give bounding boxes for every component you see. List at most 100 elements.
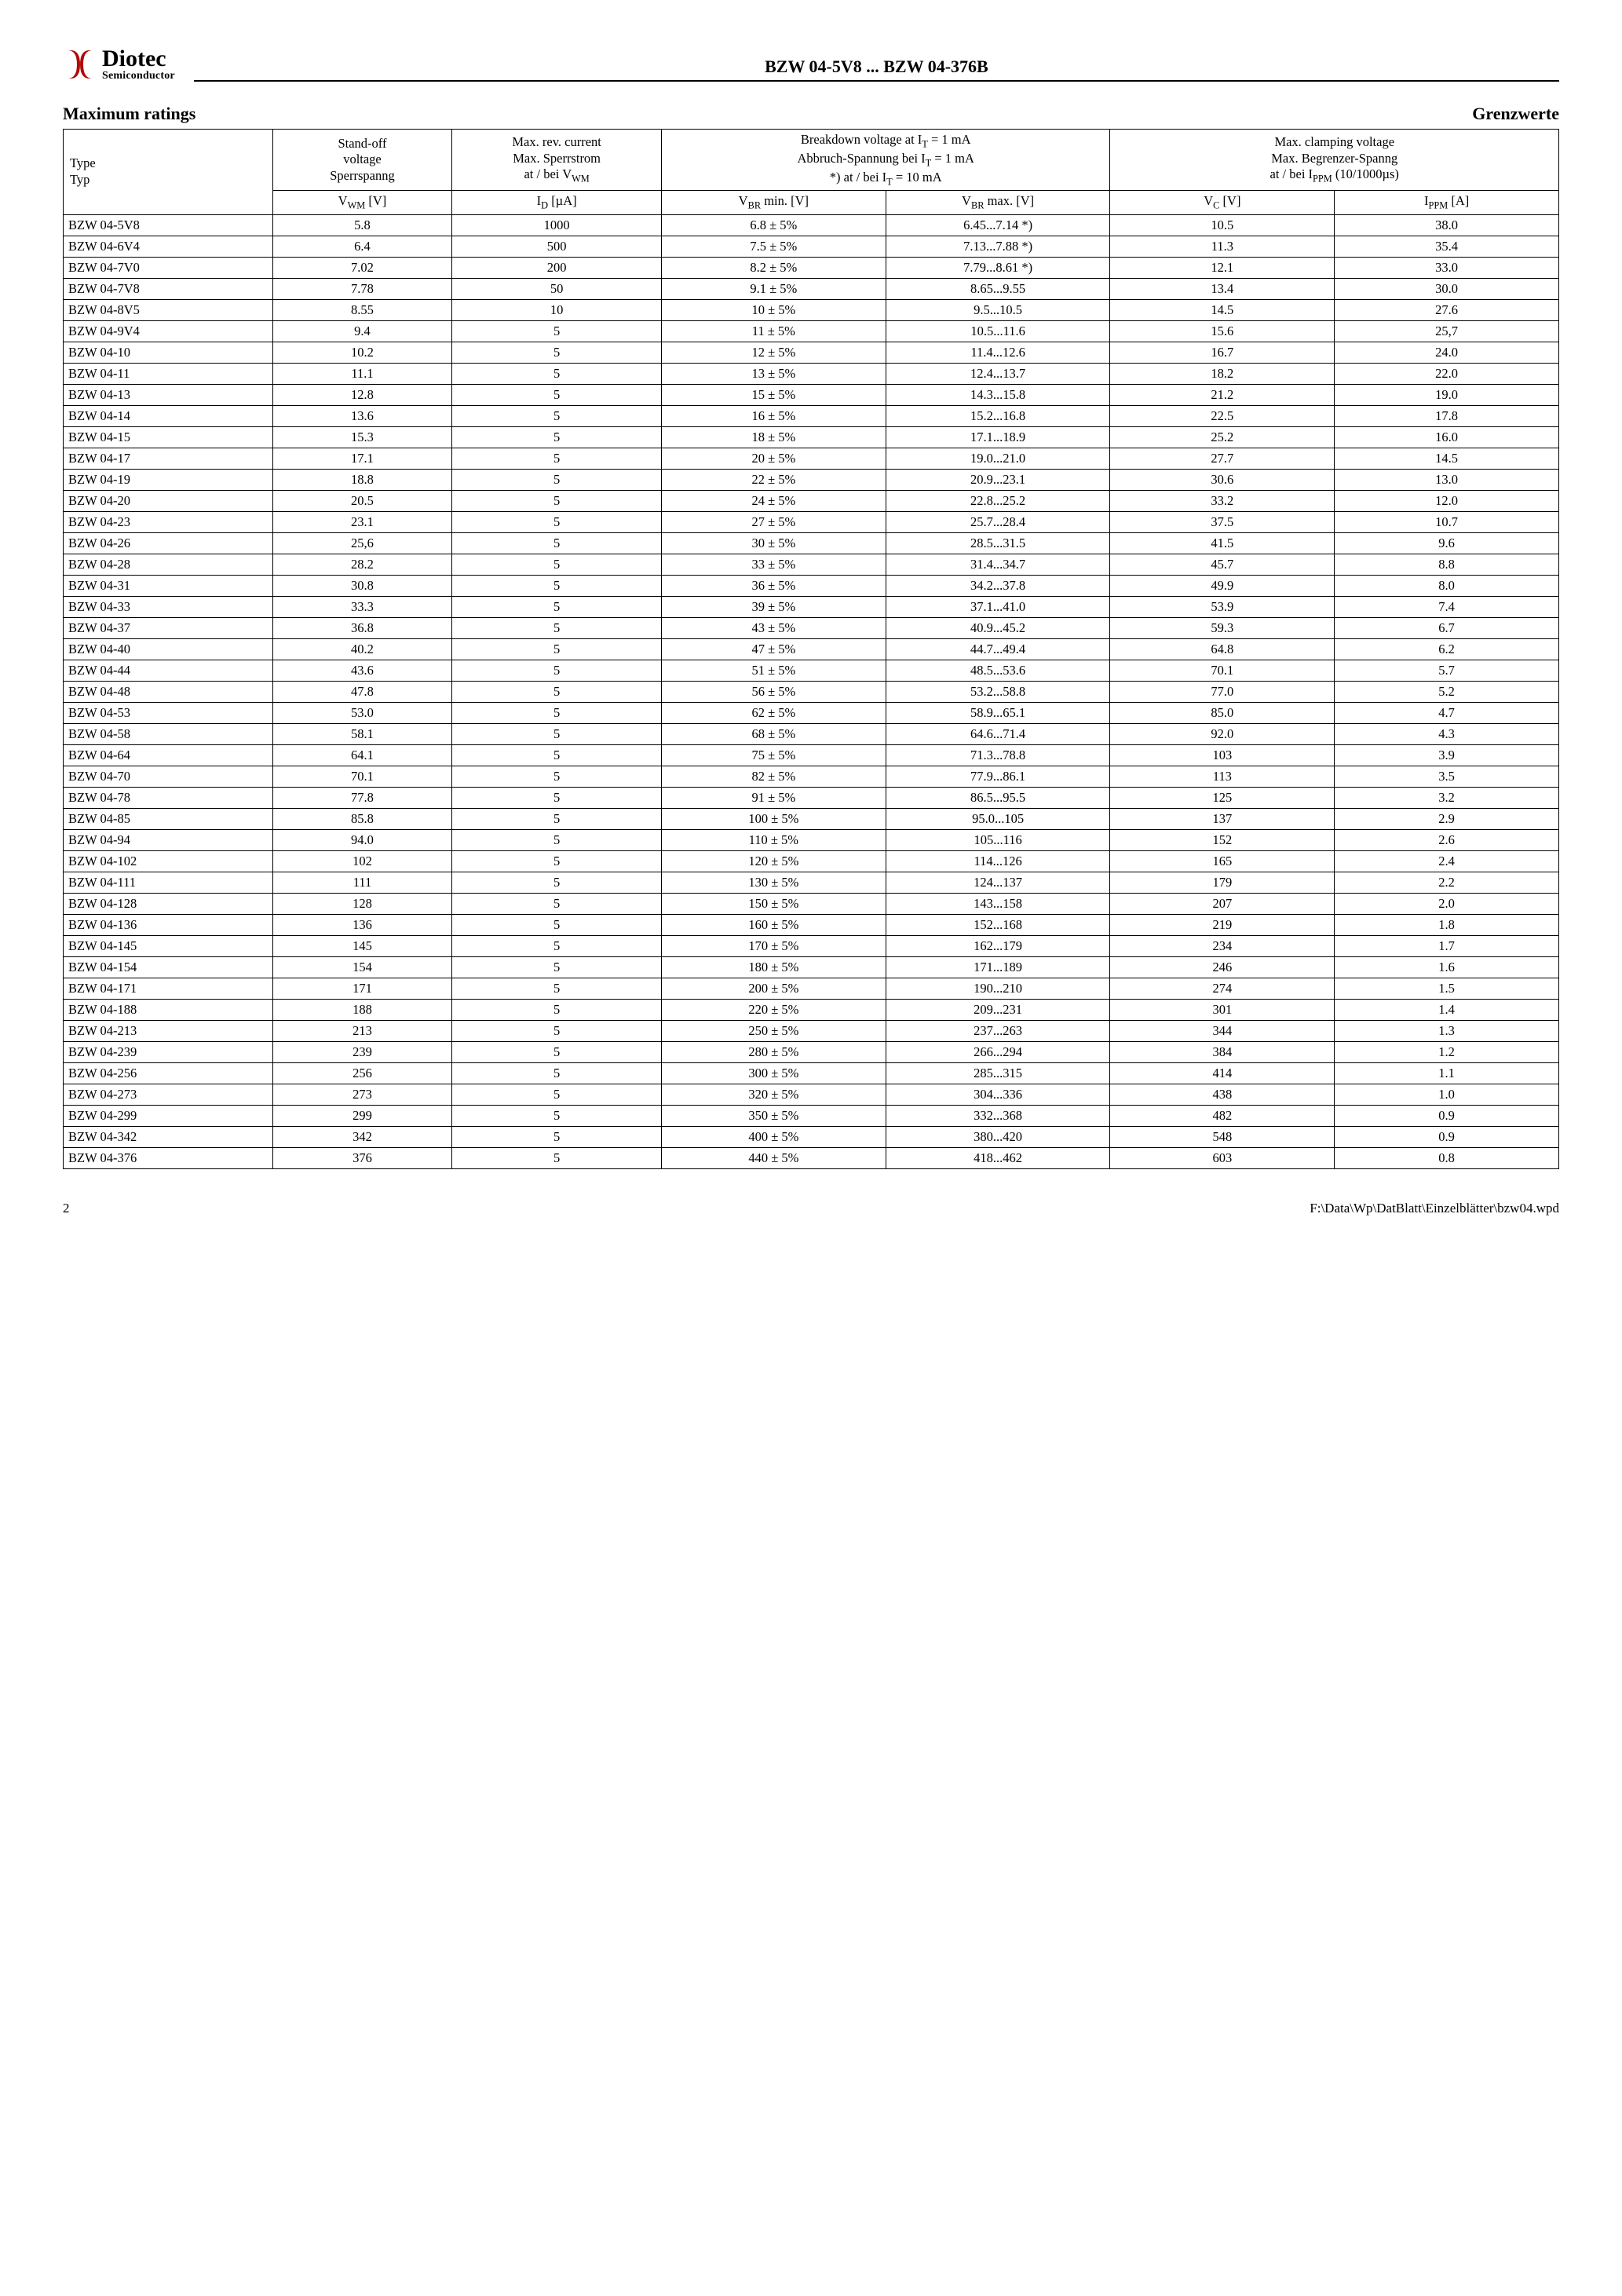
table-row: BZW 04-1010.2512 ± 5%11.4...12.616.724.0 <box>64 342 1559 363</box>
table-cell: BZW 04-154 <box>64 956 273 978</box>
table-cell: 8.8 <box>1335 554 1559 575</box>
table-cell: 43.6 <box>272 660 452 681</box>
table-cell: BZW 04-102 <box>64 850 273 872</box>
table-cell: 1.6 <box>1335 956 1559 978</box>
table-cell: BZW 04-239 <box>64 1041 273 1062</box>
table-row: BZW 04-1361365160 ± 5%152...1682191.8 <box>64 914 1559 935</box>
th-id-l1: Max. rev. current <box>512 134 601 149</box>
table-cell: 70.1 <box>1110 660 1335 681</box>
table-cell: 21.2 <box>1110 384 1335 405</box>
table-cell: BZW 04-188 <box>64 999 273 1020</box>
table-cell: 5 <box>452 999 662 1020</box>
table-cell: 438 <box>1110 1084 1335 1105</box>
table-cell: 37.5 <box>1110 511 1335 532</box>
table-cell: BZW 04-8V5 <box>64 299 273 320</box>
table-cell: 105...116 <box>886 829 1110 850</box>
table-cell: 299 <box>272 1105 452 1126</box>
table-cell: 5 <box>452 956 662 978</box>
table-cell: 20.5 <box>272 490 452 511</box>
table-cell: 36 ± 5% <box>661 575 886 596</box>
ratings-table: Type Typ Stand-off voltage Sperrspanng M… <box>63 129 1559 1169</box>
table-cell: 7.78 <box>272 278 452 299</box>
table-cell: 11 ± 5% <box>661 320 886 342</box>
table-head: Type Typ Stand-off voltage Sperrspanng M… <box>64 130 1559 215</box>
table-cell: 100 ± 5% <box>661 808 886 829</box>
table-cell: BZW 04-19 <box>64 469 273 490</box>
table-cell: 250 ± 5% <box>661 1020 886 1041</box>
table-cell: 13.6 <box>272 405 452 426</box>
table-row: BZW 04-7V07.022008.2 ± 5%7.79...8.61 *)1… <box>64 257 1559 278</box>
table-row: BZW 04-2992995350 ± 5%332...3684820.9 <box>64 1105 1559 1126</box>
table-row: BZW 04-5V85.810006.8 ± 5%6.45...7.14 *)1… <box>64 214 1559 236</box>
table-cell: 9.6 <box>1335 532 1559 554</box>
table-cell: 9.5...10.5 <box>886 299 1110 320</box>
table-cell: 5 <box>452 808 662 829</box>
table-cell: 1000 <box>452 214 662 236</box>
table-cell: 120 ± 5% <box>661 850 886 872</box>
table-cell: 5 <box>452 1147 662 1168</box>
table-cell: BZW 04-78 <box>64 787 273 808</box>
table-cell: 301 <box>1110 999 1335 1020</box>
table-cell: BZW 04-273 <box>64 1084 273 1105</box>
table-cell: BZW 04-256 <box>64 1062 273 1084</box>
table-cell: 22.0 <box>1335 363 1559 384</box>
table-cell: 77.8 <box>272 787 452 808</box>
table-cell: 53.9 <box>1110 596 1335 617</box>
page-number: 2 <box>63 1201 70 1216</box>
table-cell: BZW 04-64 <box>64 744 273 766</box>
table-cell: BZW 04-7V0 <box>64 257 273 278</box>
table-cell: 2.9 <box>1335 808 1559 829</box>
table-cell: 45.7 <box>1110 554 1335 575</box>
table-cell: 143...158 <box>886 893 1110 914</box>
table-cell: 92.0 <box>1110 723 1335 744</box>
section-title-right: Grenzwerte <box>1472 104 1559 124</box>
table-cell: 5 <box>452 342 662 363</box>
table-cell: 5 <box>452 469 662 490</box>
table-cell: BZW 04-17 <box>64 448 273 469</box>
table-cell: 14.3...15.8 <box>886 384 1110 405</box>
section-title-left: Maximum ratings <box>63 104 195 124</box>
table-cell: 10 ± 5% <box>661 299 886 320</box>
table-cell: 5 <box>452 978 662 999</box>
table-cell: 200 <box>452 257 662 278</box>
table-cell: 30 ± 5% <box>661 532 886 554</box>
table-cell: 25,7 <box>1335 320 1559 342</box>
table-cell: 0.9 <box>1335 1105 1559 1126</box>
table-cell: 5 <box>452 554 662 575</box>
table-row: BZW 04-3130.8536 ± 5%34.2...37.849.98.0 <box>64 575 1559 596</box>
table-cell: 7.5 ± 5% <box>661 236 886 257</box>
table-cell: BZW 04-14 <box>64 405 273 426</box>
table-cell: 162...179 <box>886 935 1110 956</box>
th-id: Max. rev. current Max. Sperrstrom at / b… <box>452 130 662 191</box>
table-cell: 62 ± 5% <box>661 702 886 723</box>
table-cell: 5 <box>452 575 662 596</box>
table-cell: 0.9 <box>1335 1126 1559 1147</box>
table-cell: 171 <box>272 978 452 999</box>
brand-name: Diotec <box>102 47 175 71</box>
table-cell: 7.4 <box>1335 596 1559 617</box>
table-cell: 102 <box>272 850 452 872</box>
table-cell: 17.1...18.9 <box>886 426 1110 448</box>
table-row: BZW 04-1541545180 ± 5%171...1892461.6 <box>64 956 1559 978</box>
table-cell: 15.6 <box>1110 320 1335 342</box>
table-cell: 5 <box>452 766 662 787</box>
table-cell: 15.3 <box>272 426 452 448</box>
th-vbrmin-unit: VBR min. [V] <box>661 191 886 214</box>
table-body: BZW 04-5V85.810006.8 ± 5%6.45...7.14 *)1… <box>64 214 1559 1168</box>
table-cell: 5 <box>452 363 662 384</box>
table-cell: 7.79...8.61 *) <box>886 257 1110 278</box>
table-cell: 5.8 <box>272 214 452 236</box>
table-cell: 19.0...21.0 <box>886 448 1110 469</box>
th-type-l1: Type <box>70 155 96 170</box>
table-cell: BZW 04-20 <box>64 490 273 511</box>
table-cell: 5 <box>452 384 662 405</box>
table-cell: 70.1 <box>272 766 452 787</box>
table-cell: BZW 04-376 <box>64 1147 273 1168</box>
table-row: BZW 04-5858.1568 ± 5%64.6...71.492.04.3 <box>64 723 1559 744</box>
table-cell: 12.0 <box>1335 490 1559 511</box>
table-cell: 33 ± 5% <box>661 554 886 575</box>
table-cell: 15 ± 5% <box>661 384 886 405</box>
table-cell: 5 <box>452 532 662 554</box>
table-cell: 1.3 <box>1335 1020 1559 1041</box>
table-cell: 10.7 <box>1335 511 1559 532</box>
